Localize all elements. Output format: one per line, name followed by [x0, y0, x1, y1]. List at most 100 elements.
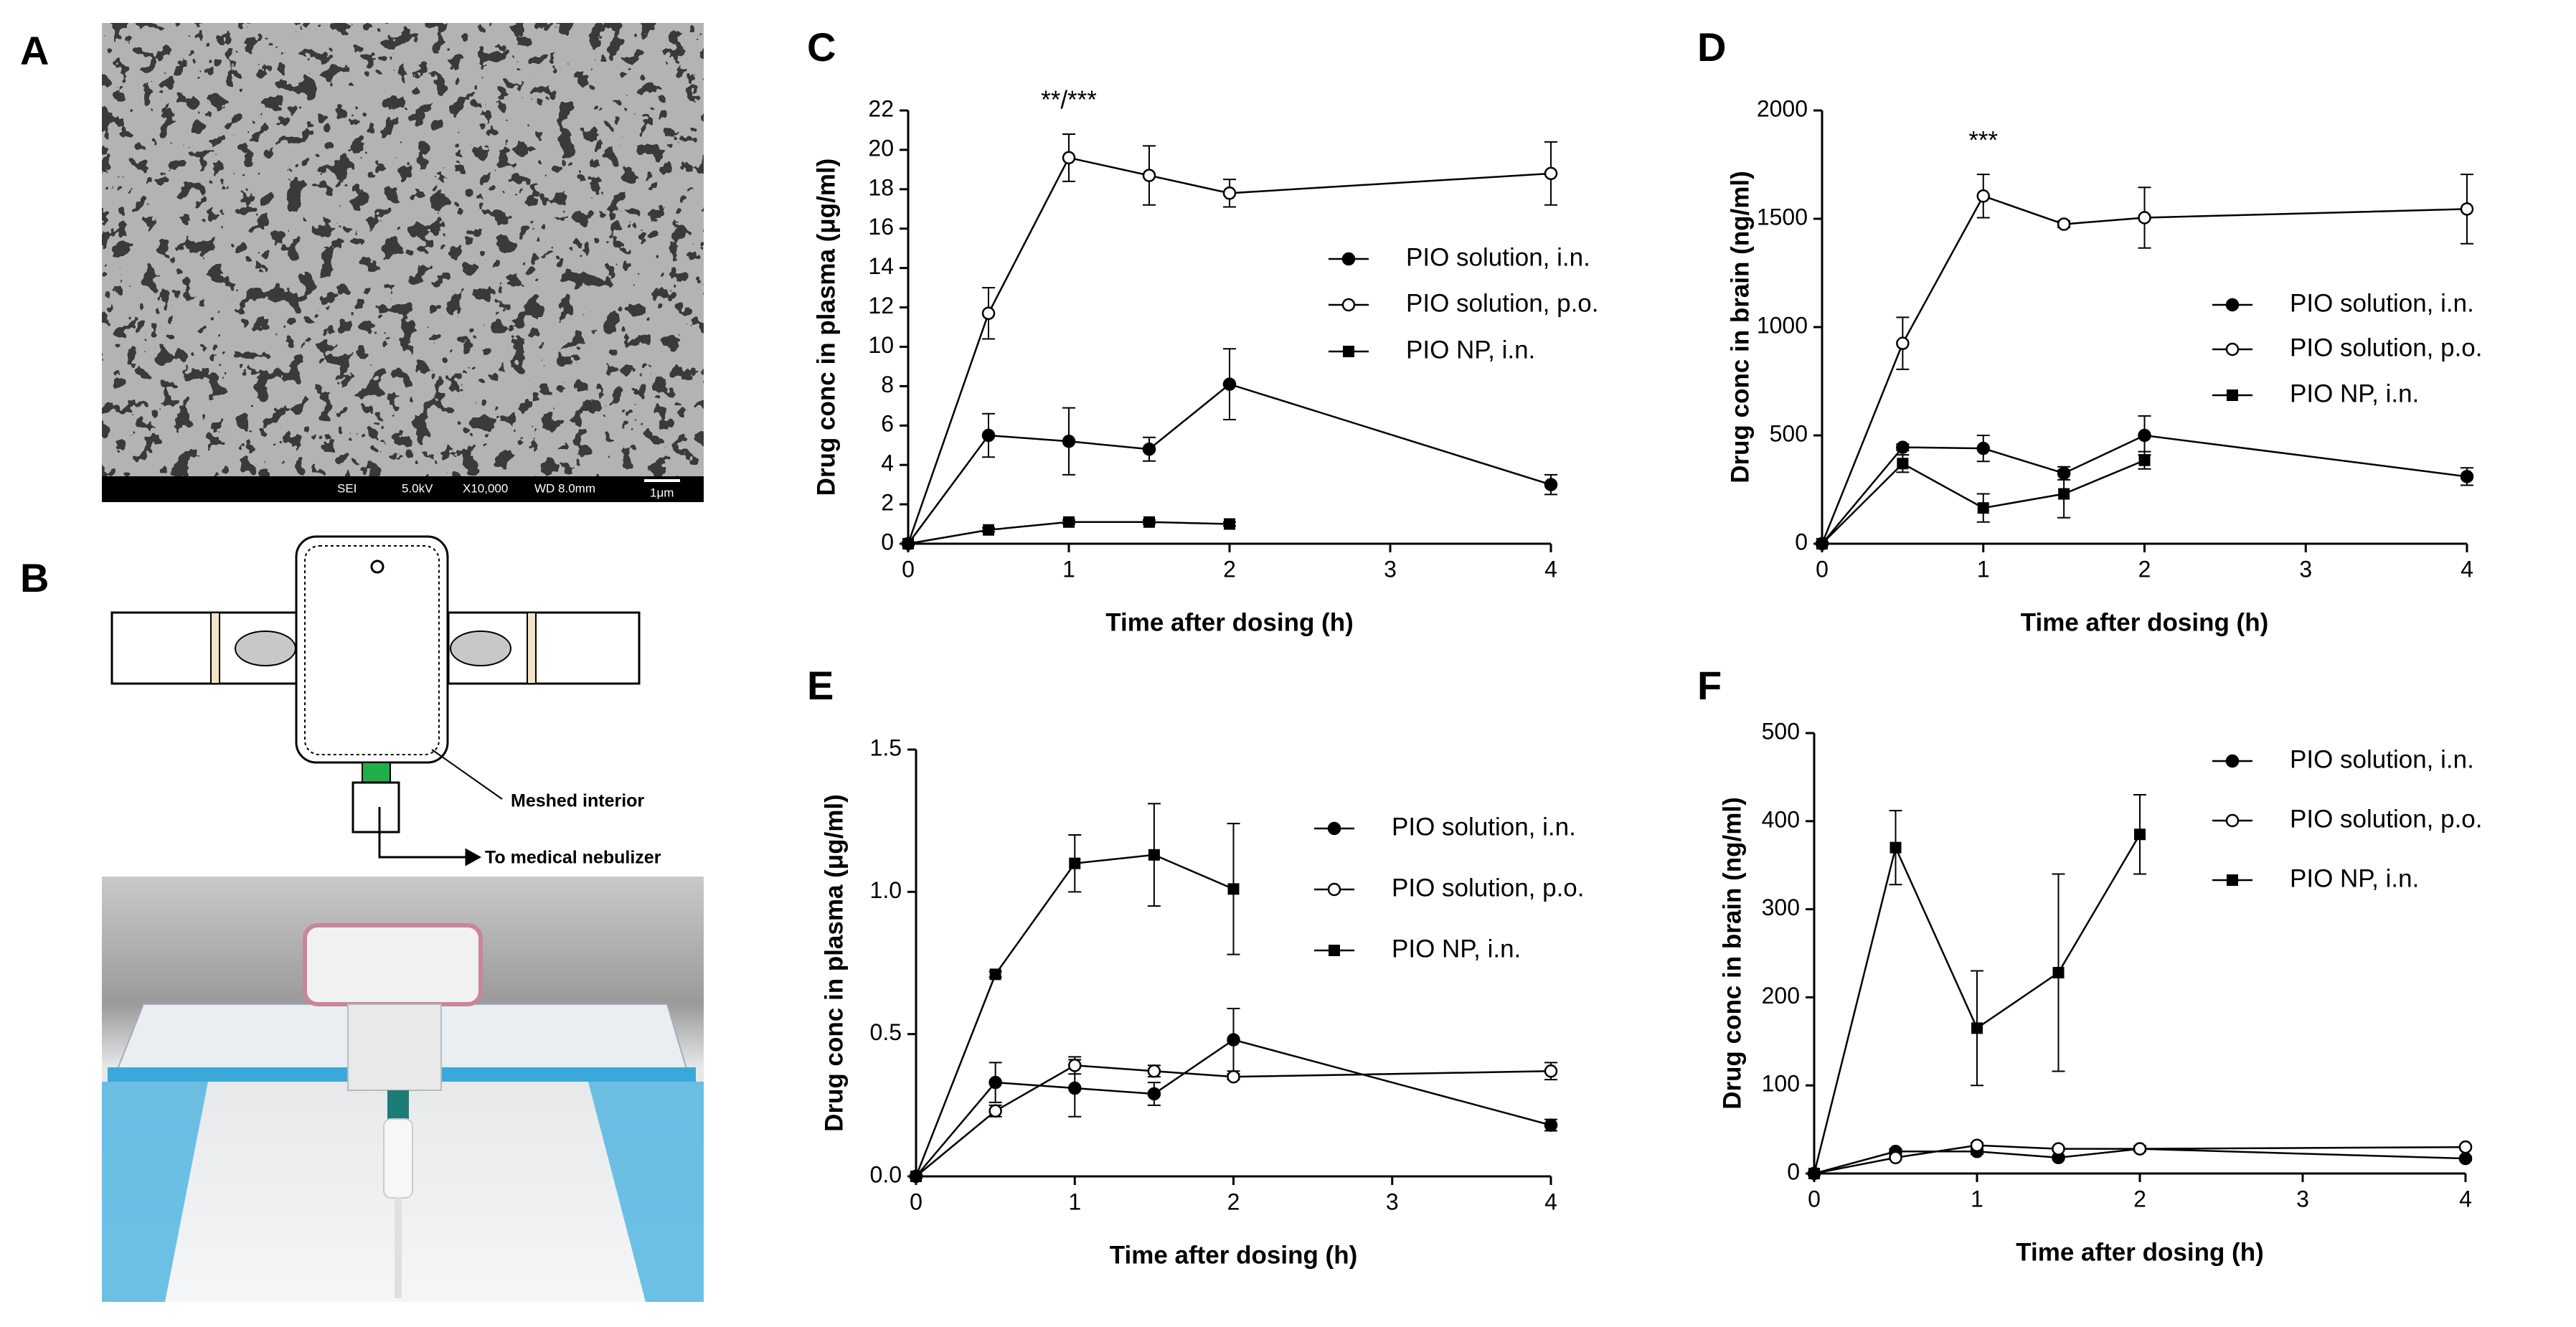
marker [989, 1075, 1002, 1090]
y-axis-title: Drug conc in plasma (μg/ml) [820, 794, 848, 1132]
marker [2058, 488, 2070, 500]
marker [1142, 442, 1156, 456]
y-tick-label: 18 [868, 174, 894, 200]
y-tick-label: 14 [868, 253, 894, 279]
marker [2134, 828, 2146, 841]
marker [1889, 841, 1902, 854]
scale-text: 5.0kV [402, 481, 433, 495]
y-tick-label: 6 [881, 411, 894, 437]
x-tick-label: 3 [1384, 556, 1397, 582]
marker [910, 1171, 922, 1182]
legend-label: PIO solution, i.n. [1406, 243, 1590, 271]
x-tick-label: 4 [2461, 556, 2473, 582]
legend-label: PIO solution, p.o. [1392, 874, 1584, 902]
x-tick-label: 0 [1816, 556, 1829, 582]
marker [1544, 1064, 1558, 1078]
legend-marker [1341, 298, 1356, 312]
x-tick-label: 3 [2296, 1186, 2309, 1212]
marker [1544, 478, 1558, 491]
x-tick-label: 1 [1977, 556, 1990, 582]
marker [2458, 1151, 2473, 1166]
y-tick-label: 2000 [1757, 95, 1808, 121]
marker [989, 1104, 1002, 1118]
marker [2138, 211, 2151, 225]
chart: F 0 100 200 300 400 500 0 1 2 3 4 Time after dosing … [1697, 663, 2482, 1266]
x-axis-title: Time after dosing (h) [1110, 1241, 1358, 1269]
chart: D 0 500 1000 1500 2000 0 1 2 3 4 Time after dosing … [1697, 24, 2482, 636]
x-tick-label: 0 [1808, 1186, 1821, 1212]
legend-label: PIO NP, i.n. [1406, 336, 1535, 364]
marker [1142, 169, 1156, 182]
marker [1896, 336, 1910, 350]
panel-letter: D [1697, 24, 1726, 70]
marker [1896, 440, 1910, 454]
y-tick-label: 2 [881, 490, 894, 516]
x-tick-label: 3 [1386, 1189, 1399, 1214]
y-tick-label: 12 [868, 293, 894, 318]
annotation: **/*** [1041, 86, 1097, 114]
marker [1808, 1168, 1820, 1179]
x-tick-label: 2 [1227, 1189, 1240, 1214]
marker [1227, 883, 1240, 895]
legend-label: PIO solution, p.o. [1406, 289, 1598, 317]
x-tick-label: 4 [1544, 1189, 1557, 1214]
x-tick-label: 2 [2138, 556, 2151, 582]
series-line [1813, 1144, 2466, 1175]
y-tick-label: 400 [1762, 806, 1800, 832]
x-tick-label: 4 [1544, 556, 1557, 582]
marker [1147, 1064, 1161, 1078]
legend-marker [1343, 346, 1354, 357]
x-tick-label: 4 [2459, 1186, 2472, 1212]
legend-marker [2227, 389, 2238, 401]
series-line [907, 156, 1552, 544]
y-tick-label: 500 [1770, 420, 1808, 446]
marker [1062, 151, 1076, 165]
chamber-diagram [110, 535, 641, 866]
panel-letter: E [807, 663, 834, 708]
legend-marker [1327, 821, 1341, 836]
series-line [1813, 1148, 2466, 1175]
y-tick-label: 0 [881, 529, 894, 554]
panel-letter: C [807, 24, 836, 70]
legend-marker [2225, 342, 2240, 356]
panel-letter: F [1697, 663, 1722, 708]
marker [1971, 1022, 1983, 1034]
legend-label: PIO solution, i.n. [2290, 745, 2474, 773]
marker [1970, 1138, 1984, 1152]
legend-marker [1341, 252, 1356, 266]
y-tick-label: 300 [1762, 894, 1800, 920]
marker [1148, 849, 1160, 861]
legend-label: PIO NP, i.n. [2290, 864, 2419, 892]
x-tick-label: 1 [1068, 1189, 1081, 1214]
x-tick-label: 3 [2299, 556, 2312, 582]
marker [1897, 458, 1909, 470]
sem-image: SEI 5.0kV X10,000 WD 8.0mm 1μm [102, 23, 704, 502]
x-tick-label: 0 [902, 556, 915, 582]
x-tick-label: 1 [1062, 556, 1075, 582]
y-axis-title: Drug conc in brain (ng/ml) [1726, 171, 1754, 483]
marker [1977, 502, 1989, 514]
legend-label: PIO solution, i.n. [1392, 813, 1576, 841]
marker [1889, 1151, 1902, 1165]
scale-text: X10,000 [463, 481, 508, 495]
marker [1063, 516, 1075, 528]
series-line [1821, 434, 2468, 544]
legend-marker [2225, 298, 2240, 312]
y-tick-label: 1.5 [870, 735, 902, 760]
marker [2460, 470, 2474, 483]
marker [2460, 202, 2474, 216]
series-line [907, 383, 1552, 544]
y-tick-label: 500 [1762, 718, 1800, 744]
panel-letter: B [20, 555, 49, 600]
marker [1227, 1033, 1240, 1047]
marker [902, 538, 914, 549]
marker [1222, 377, 1237, 391]
apparatus-photo [102, 877, 704, 1302]
marker [2138, 454, 2151, 466]
marker [2138, 428, 2151, 443]
y-tick-label: 100 [1762, 1071, 1800, 1097]
marker [1068, 1081, 1082, 1095]
x-tick-label: 2 [2133, 1186, 2146, 1212]
series-line [915, 1039, 1552, 1177]
